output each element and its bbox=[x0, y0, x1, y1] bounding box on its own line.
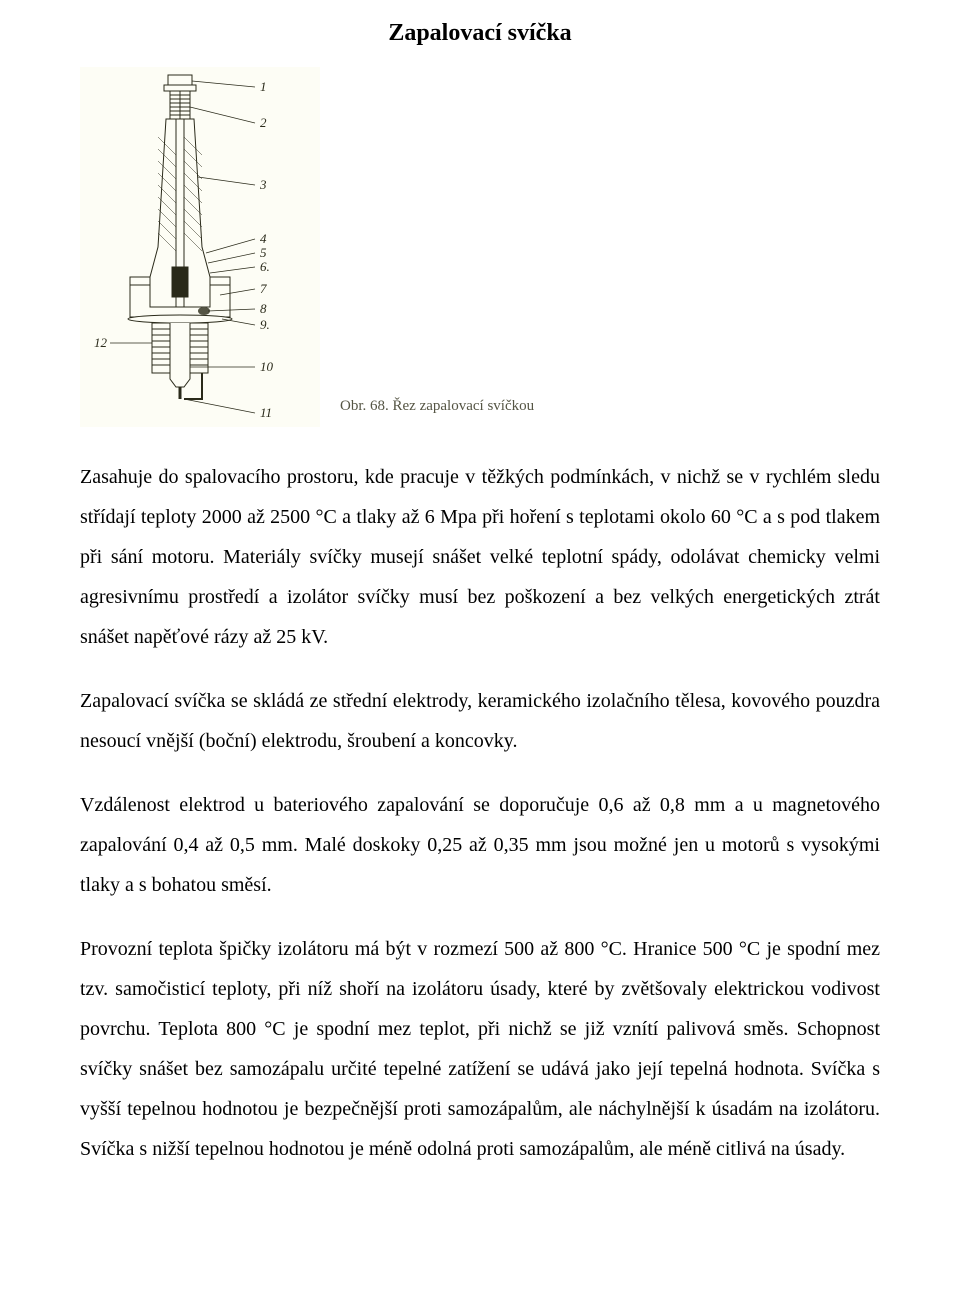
figure-label-4: 4 bbox=[260, 231, 267, 246]
figure-label-8: 8 bbox=[260, 301, 267, 316]
figure-label-2: 2 bbox=[260, 115, 267, 130]
spark-plug-diagram: 1 2 3 4 5 6. 7 8 9. 10 11 12 bbox=[80, 67, 320, 427]
figure-label-3: 3 bbox=[259, 177, 267, 192]
figure-label-10: 10 bbox=[260, 359, 274, 374]
page-title: Zapalovací svíčka bbox=[80, 20, 880, 47]
page: Zapalovací svíčka bbox=[0, 0, 960, 1233]
figure-caption-prefix: Obr. 68. bbox=[340, 398, 389, 414]
figure-label-11: 11 bbox=[260, 405, 272, 420]
figure-row: 1 2 3 4 5 6. 7 8 9. 10 11 12 Obr. 68. Ře… bbox=[80, 67, 880, 427]
figure-caption-text: Řez zapalovací svíčkou bbox=[393, 398, 535, 414]
paragraph-1: Zasahuje do spalovacího prostoru, kde pr… bbox=[80, 457, 880, 657]
paragraph-4: Provozní teplota špičky izolátoru má být… bbox=[80, 929, 880, 1169]
figure-label-5: 5 bbox=[260, 245, 267, 260]
figure-label-6: 6. bbox=[260, 259, 270, 274]
figure-label-9: 9. bbox=[260, 317, 270, 332]
figure-label-1: 1 bbox=[260, 79, 267, 94]
figure-label-12: 12 bbox=[94, 335, 108, 350]
figure-caption: Obr. 68. Řez zapalovací svíčkou bbox=[340, 398, 534, 427]
paragraph-3: Vzdálenost elektrod u bateriového zapalo… bbox=[80, 785, 880, 905]
paragraph-2: Zapalovací svíčka se skládá ze střední e… bbox=[80, 681, 880, 761]
figure-label-7: 7 bbox=[260, 281, 267, 296]
